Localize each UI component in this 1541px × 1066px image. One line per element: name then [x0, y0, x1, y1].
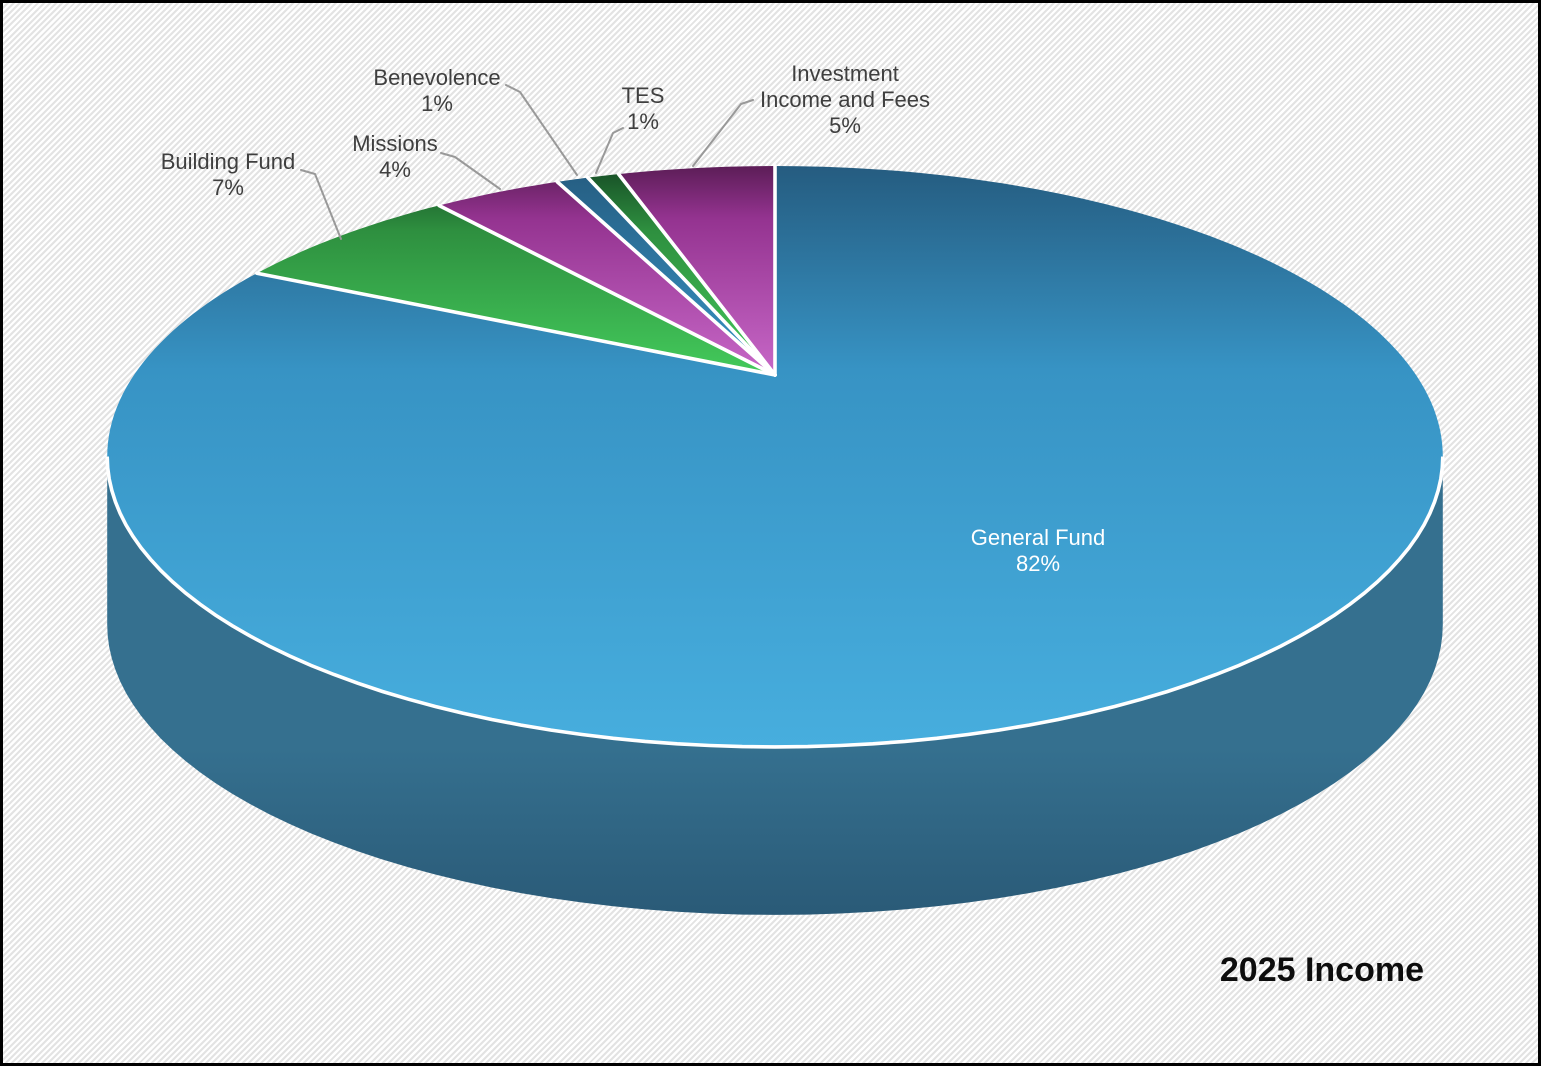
slice-label-pct: 7%: [212, 175, 244, 200]
pie-side-wall: [107, 456, 1443, 915]
pie-slice-separator-1: [255, 271, 777, 377]
slice-label-general-fund: General Fund 82%: [971, 525, 1106, 577]
slice-label-name: General Fund: [970, 525, 1106, 550]
pie-slice-missions: [439, 181, 775, 375]
slice-label-investment-income-and-fees: Investment Income and Fees 5%: [760, 61, 930, 139]
pie-slice-separator-2: [437, 203, 777, 377]
slice-label-missions: Missions 4%: [352, 131, 438, 183]
slice-label-benevolence: Benevolence 1%: [373, 65, 500, 117]
slice-label-name-line1: Investment: [791, 61, 899, 86]
chart-title: 2025 Income: [1219, 951, 1424, 989]
slice-label-name: Building Fund: [160, 149, 296, 174]
pie-face-side-separator: [105, 456, 1445, 749]
slice-label-building-fund: Building Fund 7%: [161, 149, 296, 201]
leader-line-tes: [595, 127, 624, 174]
slice-label-name: TES: [621, 83, 665, 108]
pie-slice-building-fund: [256, 205, 775, 375]
slice-label-pct: 1%: [421, 91, 453, 116]
leader-line-benevolence: [505, 84, 578, 176]
pie-slice-separator-5: [616, 172, 777, 377]
leader-line-missions: [440, 152, 501, 190]
slice-label-name-line2: Income and Fees: [760, 87, 930, 112]
slice-label-name: Missions: [352, 131, 438, 156]
pie-slice-separator-3: [555, 180, 777, 377]
slice-label-pct: 4%: [379, 157, 411, 182]
slice-label-tes: TES 1%: [622, 83, 665, 135]
pie-slice-separator-4: [586, 175, 777, 377]
leader-line-investment-income-and-fees: [692, 99, 754, 167]
leader-line-building-fund: [300, 169, 342, 240]
pie-3d-svg: [105, 84, 1445, 915]
slice-label-pct: 1%: [627, 109, 659, 134]
slice-label-pct: 5%: [829, 113, 861, 138]
slice-label-pct: 82%: [1015, 551, 1061, 576]
slice-label-name: Benevolence: [373, 65, 501, 90]
